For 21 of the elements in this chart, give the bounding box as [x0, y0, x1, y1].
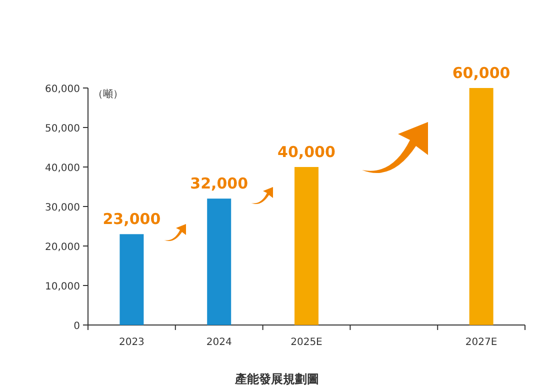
x-tick-label: 2025E — [290, 337, 322, 348]
text: 產能發展規劃圖 — [234, 372, 319, 386]
data-label: 40,000 — [278, 143, 336, 161]
y-tick-label: 50,000 — [45, 124, 80, 134]
bar — [120, 234, 144, 325]
y-tick-label: 60,000 — [45, 84, 80, 95]
y-tick-label: 0 — [74, 321, 80, 332]
x-tick-label: 2027E — [465, 337, 498, 348]
x-tick-label: 2023 — [118, 337, 144, 348]
data-label: 23,000 — [102, 210, 161, 228]
y-tick-label: 40,000 — [45, 163, 80, 174]
y-tick-label: 20,000 — [45, 242, 80, 253]
x-tick-label: 2024 — [206, 337, 232, 348]
bar — [207, 198, 232, 325]
bar — [469, 88, 494, 325]
y-tick-label: 10,000 — [45, 282, 80, 292]
data-label: 60,000 — [452, 64, 510, 82]
bar — [294, 167, 318, 325]
data-label: 32,000 — [190, 174, 248, 193]
y-tick-label: 30,000 — [45, 202, 80, 214]
y-axis-title: （噸） — [93, 88, 123, 100]
